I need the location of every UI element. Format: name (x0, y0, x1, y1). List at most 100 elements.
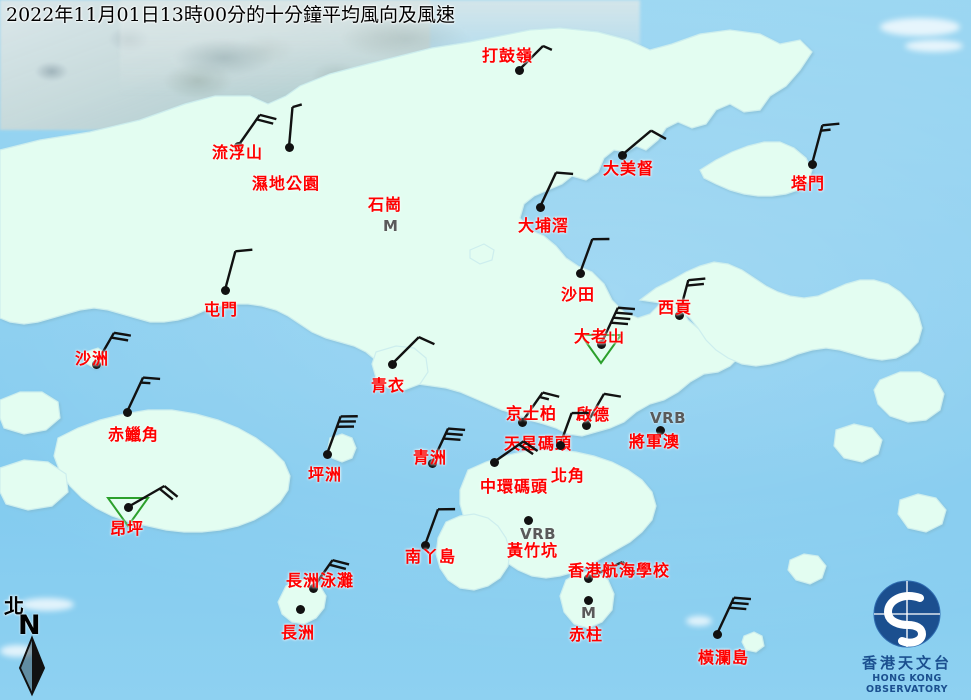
station-dot (295, 604, 305, 614)
wind-barb-icon (518, 44, 553, 71)
station-dot (91, 359, 101, 369)
station-label-shek-kong: 石崗 (368, 195, 403, 214)
station-dot (123, 502, 133, 512)
station-label-tai-mei-tuk: 大美督 (603, 159, 655, 178)
compass-north-cn: 北 (4, 594, 24, 618)
station-dot (427, 458, 437, 468)
wind-barb-icon (125, 376, 161, 413)
station-dot (322, 449, 332, 459)
station-dot (523, 515, 533, 525)
wind-barb-icon (312, 558, 350, 589)
cloud-wisp-icon (905, 40, 963, 52)
station-label-central-pier: 中環碼頭 (480, 477, 549, 496)
station-label-wetland-park: 濕地公園 (252, 174, 321, 193)
wind-barb-icon (578, 237, 610, 274)
station-label-chek-lap-kok: 赤鱲角 (108, 425, 160, 444)
cloud-wisp-icon (686, 616, 712, 626)
station-label-peng-chau: 坪洲 (308, 465, 343, 484)
station-dot (583, 573, 593, 583)
station-label-cheung-chau-beach: 長洲泳灘 (286, 571, 355, 590)
wind-barb-icon (391, 336, 435, 365)
hko-logo-en: HONG KONG OBSERVATORY (866, 673, 948, 695)
station-label-hk-sea-school: 香港航海學校 (568, 561, 671, 580)
station-dot (284, 142, 294, 152)
wind-barb-icon (587, 560, 636, 580)
station-label-waglan-island: 橫瀾島 (698, 648, 750, 667)
station-label-cheung-chau: 長洲 (281, 623, 316, 642)
wind-barb-icon (325, 415, 358, 455)
station-flag-wong-chuk-hang: VRB (520, 525, 557, 543)
station-dot (387, 359, 397, 369)
station-label-kings-park: 京士柏 (506, 404, 558, 423)
station-label-kai-tak: 啟德 (576, 405, 611, 424)
wind-barb-icon (715, 596, 752, 635)
station-dot (517, 417, 527, 427)
station-label-sha-tin: 沙田 (561, 285, 596, 304)
wind-barb-icon (127, 484, 179, 509)
station-label-sha-chau: 沙洲 (75, 349, 110, 368)
station-dot (712, 629, 722, 639)
station-dot (535, 202, 545, 212)
station-label-stanley: 赤柱 (569, 625, 604, 644)
wind-barb-icon (223, 248, 253, 291)
hko-logo-icon (873, 580, 941, 648)
wind-barb-icon (521, 391, 560, 423)
station-dot (583, 595, 593, 605)
north-arrow-icon (18, 635, 46, 697)
station-label-ta-kwu-ling: 打鼓嶺 (482, 46, 534, 65)
station-label-north-point: 北角 (551, 466, 586, 485)
wind-barb-icon (94, 331, 132, 365)
cloud-wisp-icon (20, 598, 74, 611)
wind-barb-icon (558, 411, 589, 446)
compass-rose: 北 N (2, 590, 78, 698)
wind-barb-icon (677, 277, 706, 316)
station-dot (674, 310, 684, 320)
station-dot (489, 457, 499, 467)
station-label-tai-po-kau: 大埔滘 (518, 216, 570, 235)
station-dot (575, 268, 585, 278)
station-dot (581, 420, 591, 430)
station-label-lamma-island: 南丫島 (405, 547, 457, 566)
hko-logo: 香港天文台 HONG KONG OBSERVATORY (846, 578, 968, 696)
station-dot (655, 425, 665, 435)
station-label-tsing-yi: 青衣 (371, 376, 406, 395)
station-label-sai-kung: 西貢 (658, 298, 693, 317)
station-flag-stanley: M (581, 604, 597, 622)
wind-barb-icon (584, 392, 622, 426)
station-label-ngong-ping: 昂坪 (110, 519, 145, 538)
compass-north-en: N (18, 610, 41, 641)
station-label-lau-fau-shan: 流浮山 (212, 143, 264, 162)
station-label-tuen-mun: 屯門 (204, 300, 239, 319)
wind-barb-icon (538, 171, 574, 208)
station-label-green-island: 青洲 (413, 448, 448, 467)
wind-barb-icon (599, 306, 636, 345)
wind-barb-icon (493, 440, 539, 463)
station-dot (122, 407, 132, 417)
station-label-tseung-kwan-o: 將軍澳 (629, 432, 681, 451)
station-dot (596, 339, 606, 349)
station-dot (420, 540, 430, 550)
wind-barb-icon (423, 507, 456, 546)
wind-barb-icon (621, 129, 667, 156)
station-dot (308, 583, 318, 593)
page-title: 2022年11月01日13時00分的十分鐘平均風向及風速 (6, 4, 456, 26)
gust-triangle-icon (106, 497, 150, 528)
wind-barb-icon (810, 122, 840, 165)
station-dot (514, 65, 524, 75)
gust-triangle-icon (579, 334, 623, 365)
cloud-wisp-icon (880, 18, 960, 36)
station-dot (220, 285, 230, 295)
station-flag-tseung-kwan-o: VRB (650, 409, 687, 427)
station-label-tates-cairn: 大老山 (574, 327, 626, 346)
station-dot (555, 440, 565, 450)
station-dot (617, 150, 627, 160)
station-flag-shek-kong: M (383, 217, 399, 235)
wind-barb-icon (430, 427, 466, 464)
hko-logo-zh: 香港天文台 (861, 654, 952, 672)
wind-barb-icon (237, 113, 277, 147)
station-dot (385, 199, 395, 209)
station-dot (807, 159, 817, 169)
station-label-wong-chuk-hang: 黃竹坑 (507, 541, 559, 560)
station-label-star-ferry: 天星碼頭 (504, 434, 573, 453)
